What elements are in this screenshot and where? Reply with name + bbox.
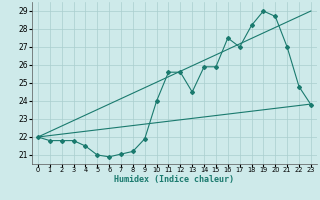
- X-axis label: Humidex (Indice chaleur): Humidex (Indice chaleur): [115, 175, 234, 184]
